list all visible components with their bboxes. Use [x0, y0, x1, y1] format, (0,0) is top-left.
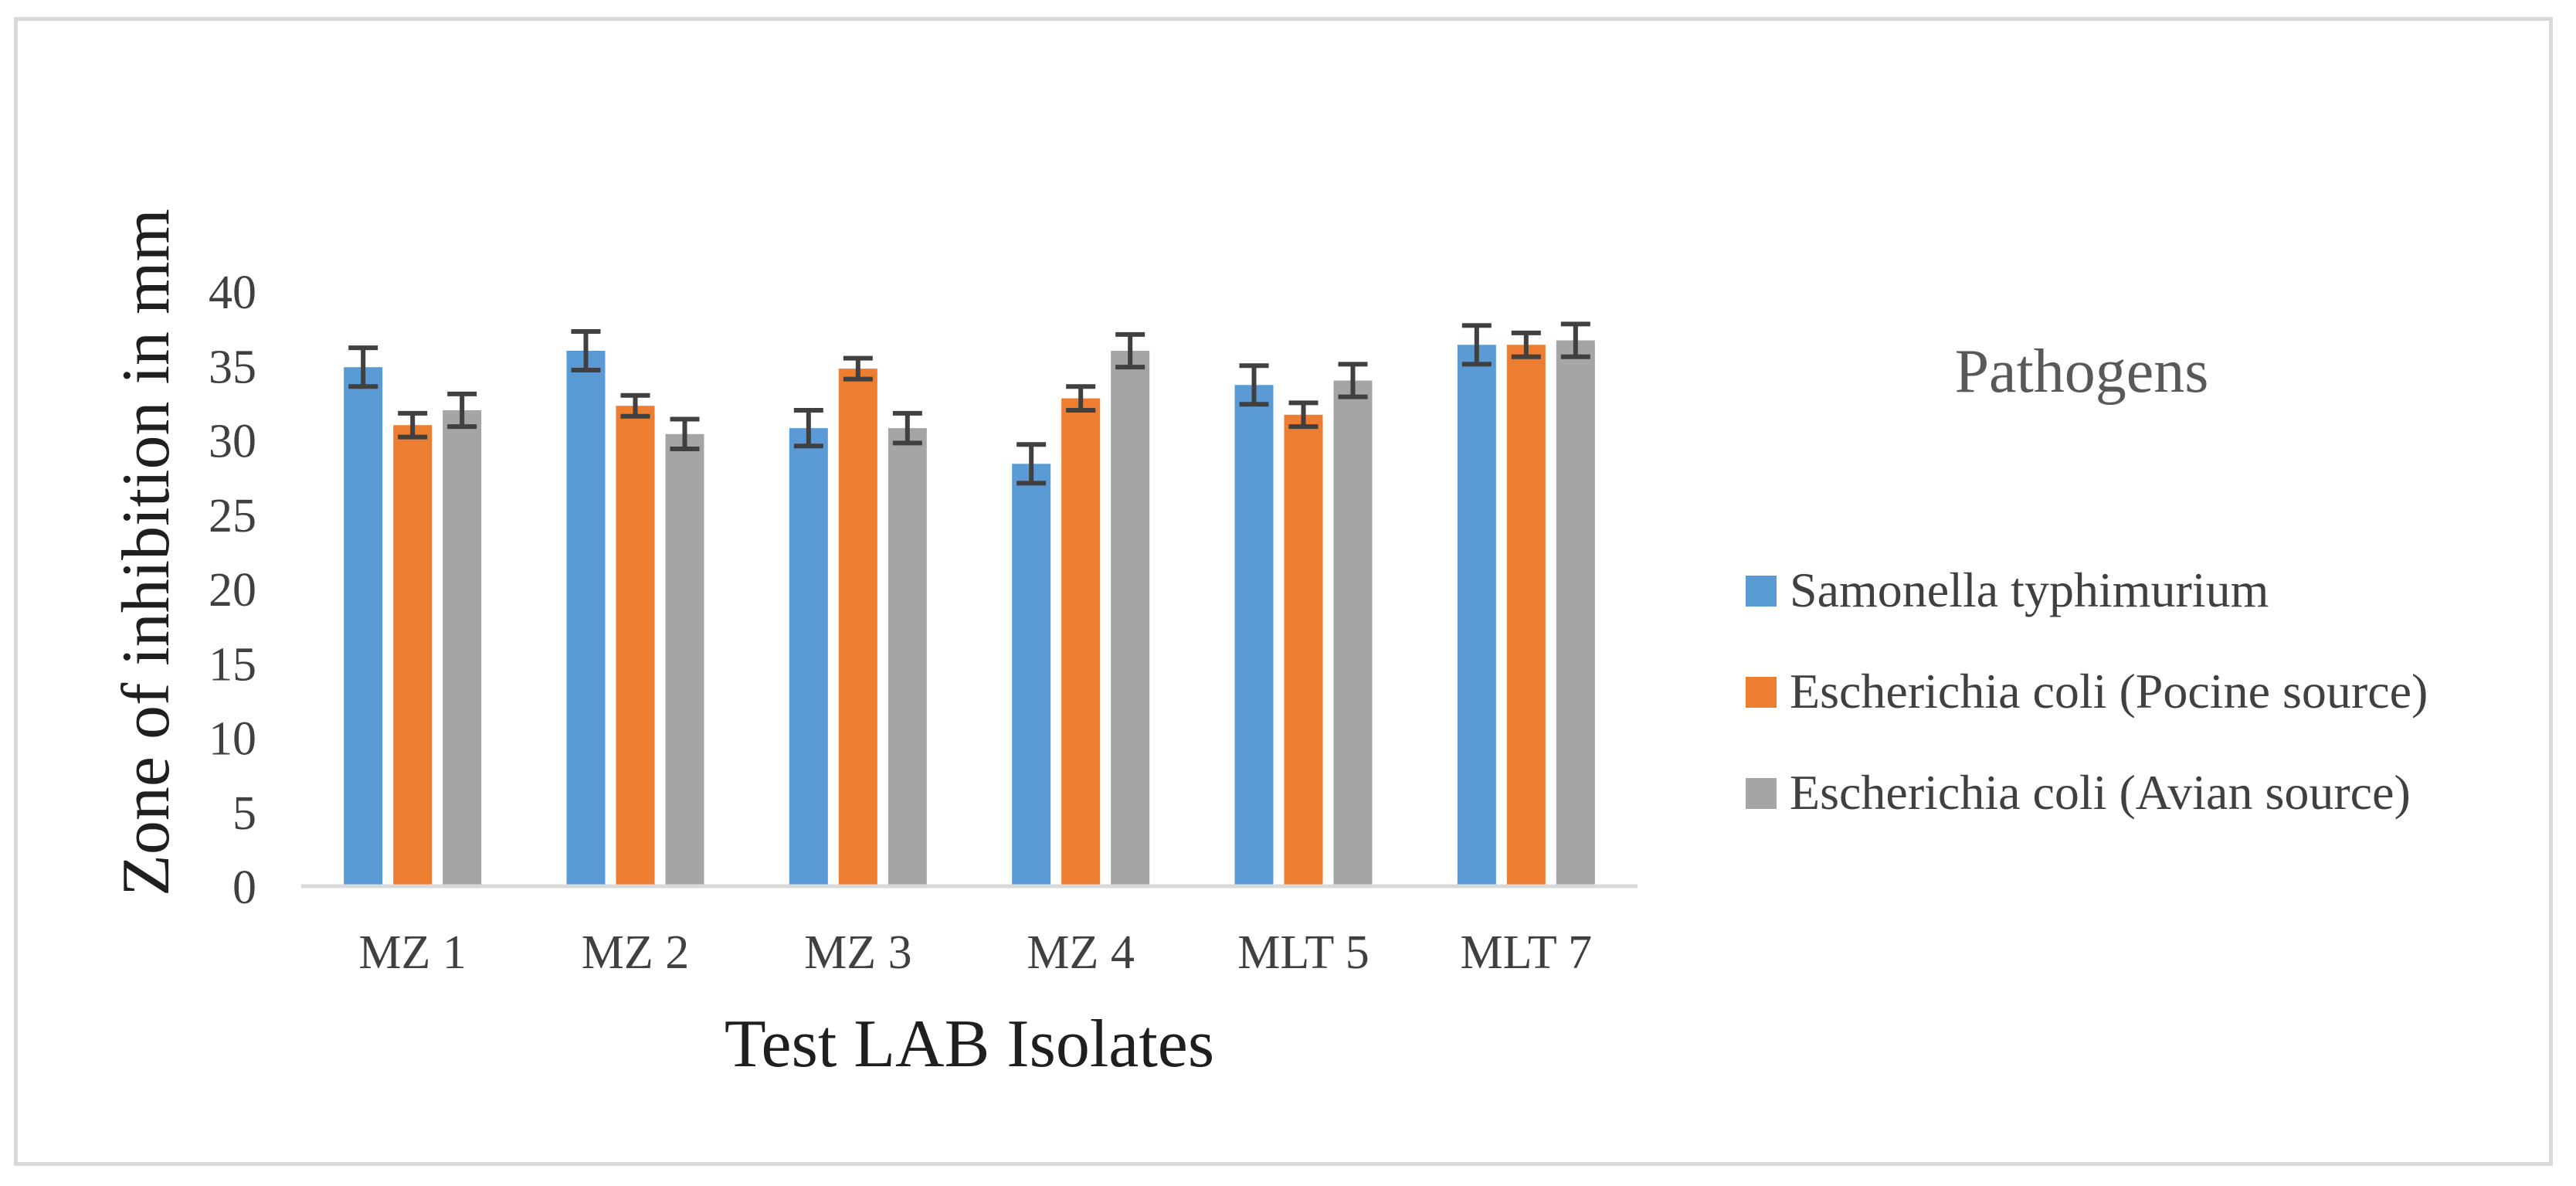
error-bar [348, 345, 378, 389]
legend-item: Escherichia coli (Avian source) [1746, 765, 2411, 820]
x-axis-title: Test LAB Isolates [725, 1007, 1214, 1082]
error-bar [1338, 362, 1368, 399]
bar [838, 369, 877, 887]
y-tick-label: 15 [209, 638, 256, 691]
y-tick-label: 40 [209, 267, 256, 319]
x-category-label: MZ 1 [358, 926, 467, 979]
error-bars-group [348, 321, 1590, 486]
y-tick-label: 5 [232, 787, 256, 840]
bar [665, 433, 704, 886]
legend-label: Samonella typhimurium [1790, 562, 2269, 617]
y-tick-label: 20 [209, 564, 256, 617]
legend-label: Escherichia coli (Avian source) [1790, 765, 2411, 820]
chart-frame [14, 17, 2553, 1166]
error-bar [571, 328, 601, 373]
bar [1333, 380, 1373, 886]
error-bar [1115, 331, 1145, 370]
error-bar [843, 355, 873, 382]
bar [344, 367, 383, 886]
y-tick-label: 10 [209, 713, 256, 766]
legend-swatch [1746, 576, 1777, 607]
y-tick-label: 25 [209, 490, 256, 542]
y-axis-title: Zone of inhibition in mm [109, 209, 184, 896]
error-bar [620, 393, 650, 419]
bar [1111, 351, 1150, 886]
bar [1061, 398, 1101, 886]
error-bar [1239, 363, 1269, 407]
bar [1556, 340, 1595, 886]
x-category-label: MZ 3 [804, 926, 912, 979]
error-bar [670, 416, 700, 452]
error-bar [1066, 384, 1096, 413]
error-bar [1461, 323, 1492, 367]
x-category-label: MLT 7 [1461, 926, 1593, 979]
bar [1234, 385, 1274, 886]
legend-item: Samonella typhimurium [1746, 562, 2269, 617]
y-tick-label: 0 [232, 861, 256, 914]
x-category-label: MZ 2 [582, 926, 690, 979]
bar [1506, 345, 1546, 886]
legend-swatch [1746, 778, 1777, 809]
legend: Pathogens Samonella typhimurium Escherich… [1746, 338, 2428, 820]
error-bar [398, 410, 428, 440]
legend-title: Pathogens [1955, 338, 2209, 406]
legend-swatch [1746, 677, 1777, 708]
bar [443, 410, 482, 886]
error-bar [447, 391, 477, 430]
y-axis-ticks: 0 5 10 15 20 25 30 35 40 [209, 267, 256, 914]
bar [888, 428, 927, 886]
error-bar [793, 408, 823, 449]
bar [566, 351, 606, 886]
legend-item: Escherichia coli (Pocine source) [1746, 664, 2428, 719]
error-bar [1511, 330, 1541, 359]
bar [616, 406, 655, 886]
bar [393, 425, 433, 886]
x-category-label: MLT 5 [1237, 926, 1369, 979]
legend-label: Escherichia coli (Pocine source) [1790, 664, 2428, 719]
bar [1457, 345, 1496, 886]
error-bar [892, 410, 922, 446]
error-bar [1288, 400, 1319, 430]
bar [1012, 464, 1051, 886]
error-bar [1016, 442, 1047, 486]
error-bar [1560, 321, 1590, 359]
y-tick-label: 35 [209, 341, 256, 393]
y-tick-label: 30 [209, 416, 256, 468]
bar [789, 428, 828, 886]
bars-group [344, 340, 1595, 887]
x-category-label: MZ 4 [1027, 926, 1135, 979]
x-axis-categories: MZ 1 MZ 2 MZ 3 MZ 4 MLT 5 MLT 7 [358, 926, 1592, 979]
bar [1284, 414, 1323, 886]
